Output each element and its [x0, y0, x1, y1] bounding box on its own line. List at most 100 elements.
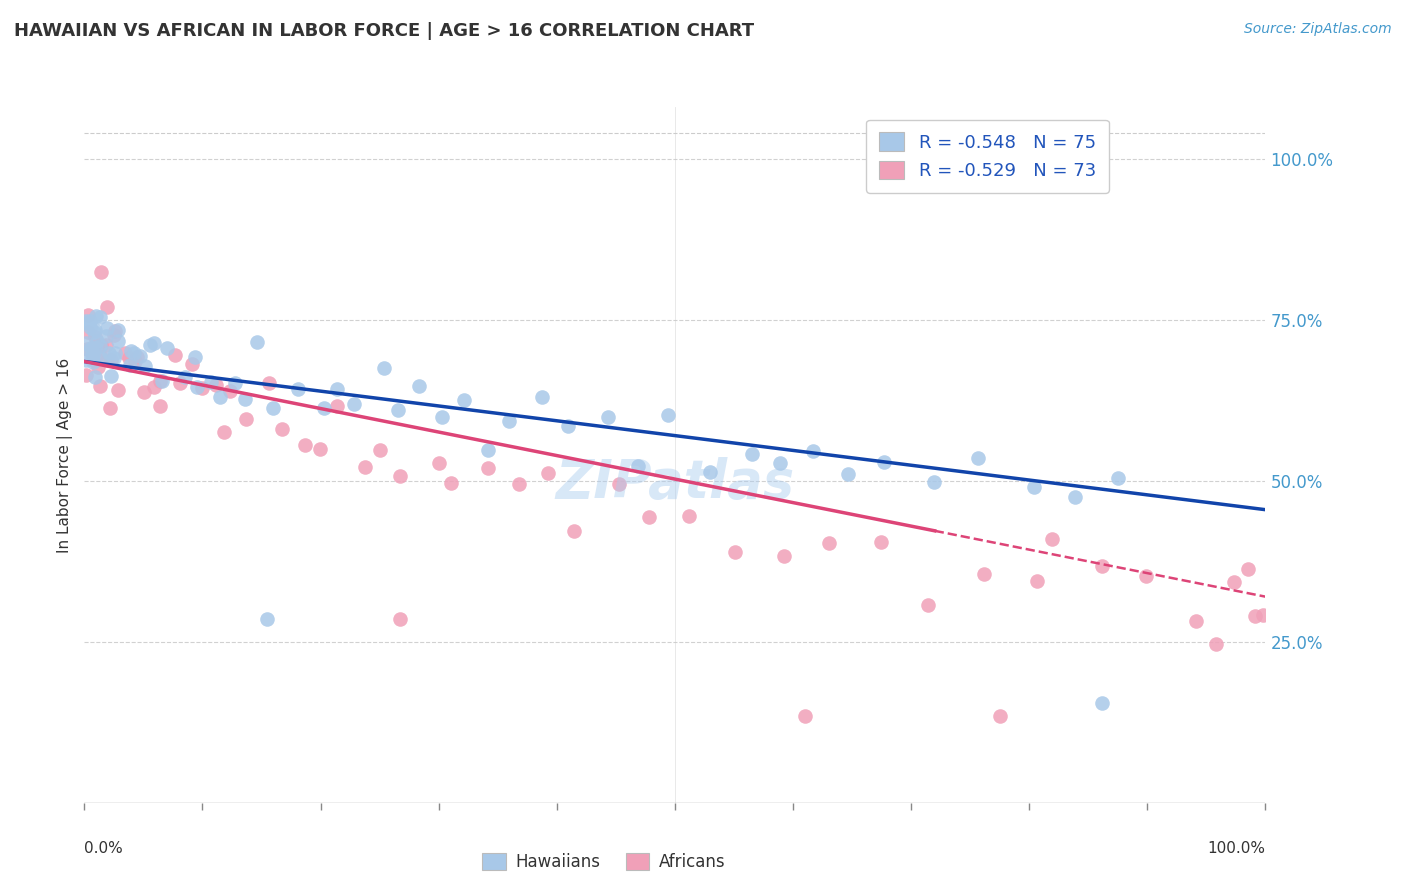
Point: [637, 510, 659, 524]
Point: [82, 348, 104, 362]
Point: [1135, 569, 1157, 583]
Point: [83, 325, 105, 339]
Point: [75, 353, 97, 368]
Point: [353, 459, 375, 474]
Text: Source: ZipAtlas.com: Source: ZipAtlas.com: [1244, 22, 1392, 37]
Point: [100, 353, 122, 368]
Point: [427, 456, 450, 470]
Point: [142, 380, 165, 394]
Point: [657, 408, 679, 422]
Point: [120, 344, 142, 359]
Point: [98, 345, 121, 359]
Point: [219, 384, 242, 398]
Point: [86, 339, 108, 353]
Point: [103, 351, 125, 365]
Point: [388, 468, 411, 483]
Point: [287, 382, 309, 396]
Point: [79, 343, 101, 357]
Point: [82, 353, 104, 368]
Point: [107, 383, 129, 397]
Point: [1251, 607, 1274, 622]
Point: [988, 708, 1011, 723]
Point: [120, 358, 142, 372]
Point: [114, 346, 136, 360]
Y-axis label: In Labor Force | Age > 16: In Labor Force | Age > 16: [58, 358, 73, 552]
Point: [564, 524, 586, 538]
Point: [98, 401, 121, 416]
Point: [498, 414, 520, 428]
Text: HAWAIIAN VS AFRICAN IN LABOR FORCE | AGE > 16 CORRELATION CHART: HAWAIIAN VS AFRICAN IN LABOR FORCE | AGE…: [14, 22, 754, 40]
Point: [1223, 575, 1246, 590]
Point: [75, 335, 97, 350]
Point: [191, 381, 214, 395]
Point: [326, 399, 349, 413]
Point: [149, 374, 172, 388]
Point: [368, 443, 391, 458]
Point: [84, 369, 107, 384]
Point: [96, 328, 118, 343]
Point: [127, 350, 149, 364]
Point: [388, 612, 411, 626]
Point: [873, 455, 896, 469]
Point: [82, 355, 104, 369]
Point: [75, 368, 97, 382]
Point: [1205, 637, 1227, 651]
Point: [89, 310, 111, 325]
Point: [837, 467, 859, 482]
Point: [107, 334, 129, 348]
Point: [174, 370, 197, 384]
Point: [118, 351, 141, 365]
Point: [1040, 533, 1063, 547]
Point: [224, 376, 246, 391]
Point: [86, 334, 108, 349]
Point: [793, 708, 815, 723]
Point: [129, 349, 152, 363]
Point: [609, 476, 631, 491]
Point: [183, 351, 205, 365]
Point: [122, 345, 145, 359]
Text: 100.0%: 100.0%: [1208, 841, 1265, 856]
Point: [769, 456, 792, 470]
Point: [79, 314, 101, 328]
Point: [870, 534, 893, 549]
Point: [453, 392, 475, 407]
Point: [156, 341, 179, 355]
Point: [212, 425, 235, 440]
Point: [477, 442, 499, 457]
Text: 0.0%: 0.0%: [84, 841, 124, 856]
Point: [256, 612, 278, 626]
Point: [818, 536, 841, 550]
Point: [107, 323, 129, 337]
Point: [84, 309, 107, 323]
Point: [79, 341, 101, 355]
Point: [76, 342, 98, 356]
Point: [103, 324, 125, 338]
Point: [90, 265, 112, 279]
Point: [77, 308, 100, 322]
Point: [84, 343, 107, 358]
Point: [373, 360, 395, 375]
Point: [90, 352, 112, 367]
Point: [312, 401, 335, 415]
Point: [1026, 574, 1049, 588]
Point: [627, 458, 650, 473]
Point: [262, 401, 284, 416]
Point: [208, 390, 231, 404]
Point: [124, 354, 146, 368]
Point: [96, 320, 118, 334]
Point: [922, 475, 945, 490]
Legend: Hawaiians, Africans: Hawaiians, Africans: [475, 847, 733, 878]
Point: [724, 545, 747, 559]
Point: [557, 419, 579, 434]
Point: [537, 466, 560, 480]
Point: [678, 508, 700, 523]
Point: [233, 392, 256, 406]
Point: [100, 368, 122, 383]
Point: [165, 348, 187, 362]
Point: [699, 465, 721, 479]
Point: [1185, 614, 1208, 628]
Text: ZIPatlas: ZIPatlas: [555, 457, 794, 508]
Point: [408, 379, 430, 393]
Point: [741, 447, 763, 461]
Point: [82, 351, 104, 365]
